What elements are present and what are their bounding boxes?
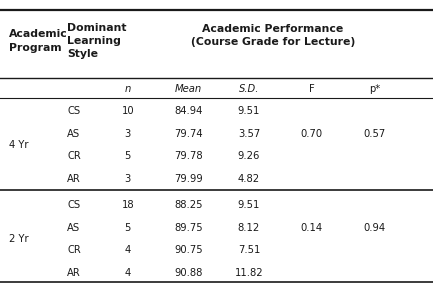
Text: CR: CR <box>67 151 81 161</box>
Text: 3: 3 <box>125 174 131 184</box>
Text: n: n <box>125 84 131 94</box>
Text: p*: p* <box>369 84 380 94</box>
Text: Mean: Mean <box>175 84 202 94</box>
Text: 88.25: 88.25 <box>174 200 203 210</box>
Text: 9.51: 9.51 <box>238 200 260 210</box>
Text: 3.57: 3.57 <box>238 128 260 139</box>
Text: 0.57: 0.57 <box>363 128 386 139</box>
Text: 0.14: 0.14 <box>301 223 323 233</box>
Text: 79.74: 79.74 <box>174 128 203 139</box>
Text: 0.94: 0.94 <box>363 223 386 233</box>
Text: 9.51: 9.51 <box>238 106 260 116</box>
Text: 11.82: 11.82 <box>235 268 263 278</box>
Text: 0.70: 0.70 <box>301 128 323 139</box>
Text: 90.75: 90.75 <box>174 245 203 256</box>
Text: 2 Yr: 2 Yr <box>9 234 28 244</box>
Text: 79.78: 79.78 <box>174 151 203 161</box>
Text: AS: AS <box>67 128 80 139</box>
Text: AR: AR <box>67 268 81 278</box>
Text: AR: AR <box>67 174 81 184</box>
Text: CS: CS <box>67 200 80 210</box>
Text: 79.99: 79.99 <box>174 174 203 184</box>
Text: S.D.: S.D. <box>239 84 259 94</box>
Text: 9.26: 9.26 <box>238 151 260 161</box>
Text: 5: 5 <box>125 151 131 161</box>
Text: Academic Performance
(Course Grade for Lecture): Academic Performance (Course Grade for L… <box>191 24 355 47</box>
Text: F: F <box>309 84 315 94</box>
Text: 4: 4 <box>125 268 131 278</box>
Text: 84.94: 84.94 <box>174 106 203 116</box>
Text: CR: CR <box>67 245 81 256</box>
Text: AS: AS <box>67 223 80 233</box>
Text: 3: 3 <box>125 128 131 139</box>
Text: Dominant
Learning
Style: Dominant Learning Style <box>67 23 126 59</box>
Text: 4.82: 4.82 <box>238 174 260 184</box>
Text: 5: 5 <box>125 223 131 233</box>
Text: 7.51: 7.51 <box>238 245 260 256</box>
Text: 8.12: 8.12 <box>238 223 260 233</box>
Text: 4 Yr: 4 Yr <box>9 140 28 150</box>
Text: 18: 18 <box>121 200 134 210</box>
Text: 90.88: 90.88 <box>174 268 203 278</box>
Text: 10: 10 <box>121 106 134 116</box>
Text: 4: 4 <box>125 245 131 256</box>
Text: 89.75: 89.75 <box>174 223 203 233</box>
Text: CS: CS <box>67 106 80 116</box>
Text: Academic
Program: Academic Program <box>9 29 68 53</box>
